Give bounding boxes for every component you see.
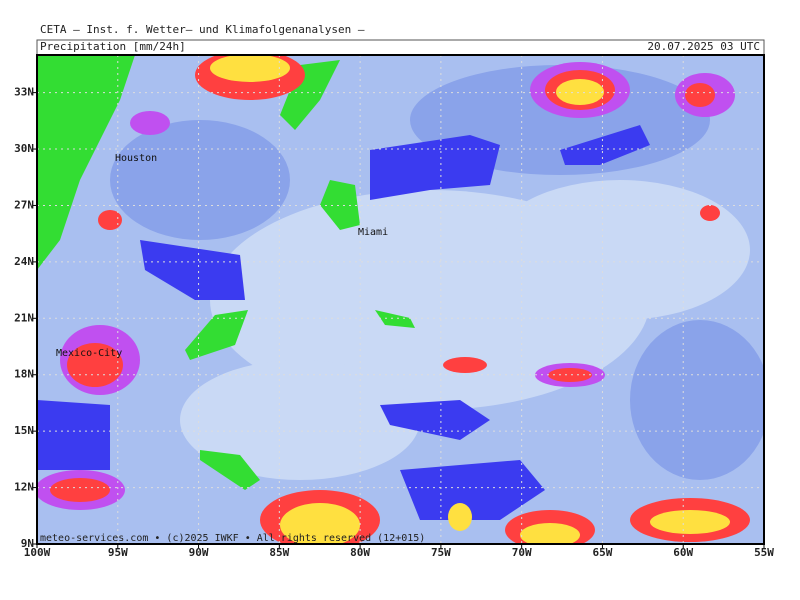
lon-tick-label: 55W: [754, 546, 774, 559]
lon-tick-label: 95W: [108, 546, 128, 559]
lat-tick-label: 24N: [14, 255, 34, 268]
lat-tick-label: 9N: [21, 537, 34, 550]
lon-tick-label: 85W: [269, 546, 289, 559]
city-label: Miami: [358, 227, 388, 238]
footer: meteo-services.com • (c)2025 IWKF • All …: [40, 533, 425, 544]
map-frame: [36, 54, 765, 545]
lon-tick-label: 80W: [350, 546, 370, 559]
lat-tick-label: 18N: [14, 368, 34, 381]
variable: Precipitation [mm/24h]: [40, 40, 186, 53]
precip-field: [37, 55, 764, 544]
lon-tick-label: 100W: [24, 546, 51, 559]
valid-time: 20.07.2025 03 UTC: [647, 40, 760, 53]
lon-tick-label: 65W: [593, 546, 613, 559]
lat-tick-label: 30N: [14, 142, 34, 155]
lat-tick-label: 27N: [14, 198, 34, 211]
institute: CETA – Inst. f. Wetter– und Klimafolgena…: [40, 23, 365, 36]
lat-tick-label: 21N: [14, 311, 34, 324]
lon-tick-label: 60W: [673, 546, 693, 559]
city-label: Mexico-City: [56, 348, 122, 359]
lat-tick-label: 12N: [14, 481, 34, 494]
lon-tick-label: 90W: [189, 546, 209, 559]
lat-tick-label: 33N: [14, 86, 34, 99]
city-label: Houston: [115, 153, 157, 164]
lon-tick-label: 70W: [512, 546, 532, 559]
lon-tick-label: 75W: [431, 546, 451, 559]
lat-tick-label: 15N: [14, 424, 34, 437]
